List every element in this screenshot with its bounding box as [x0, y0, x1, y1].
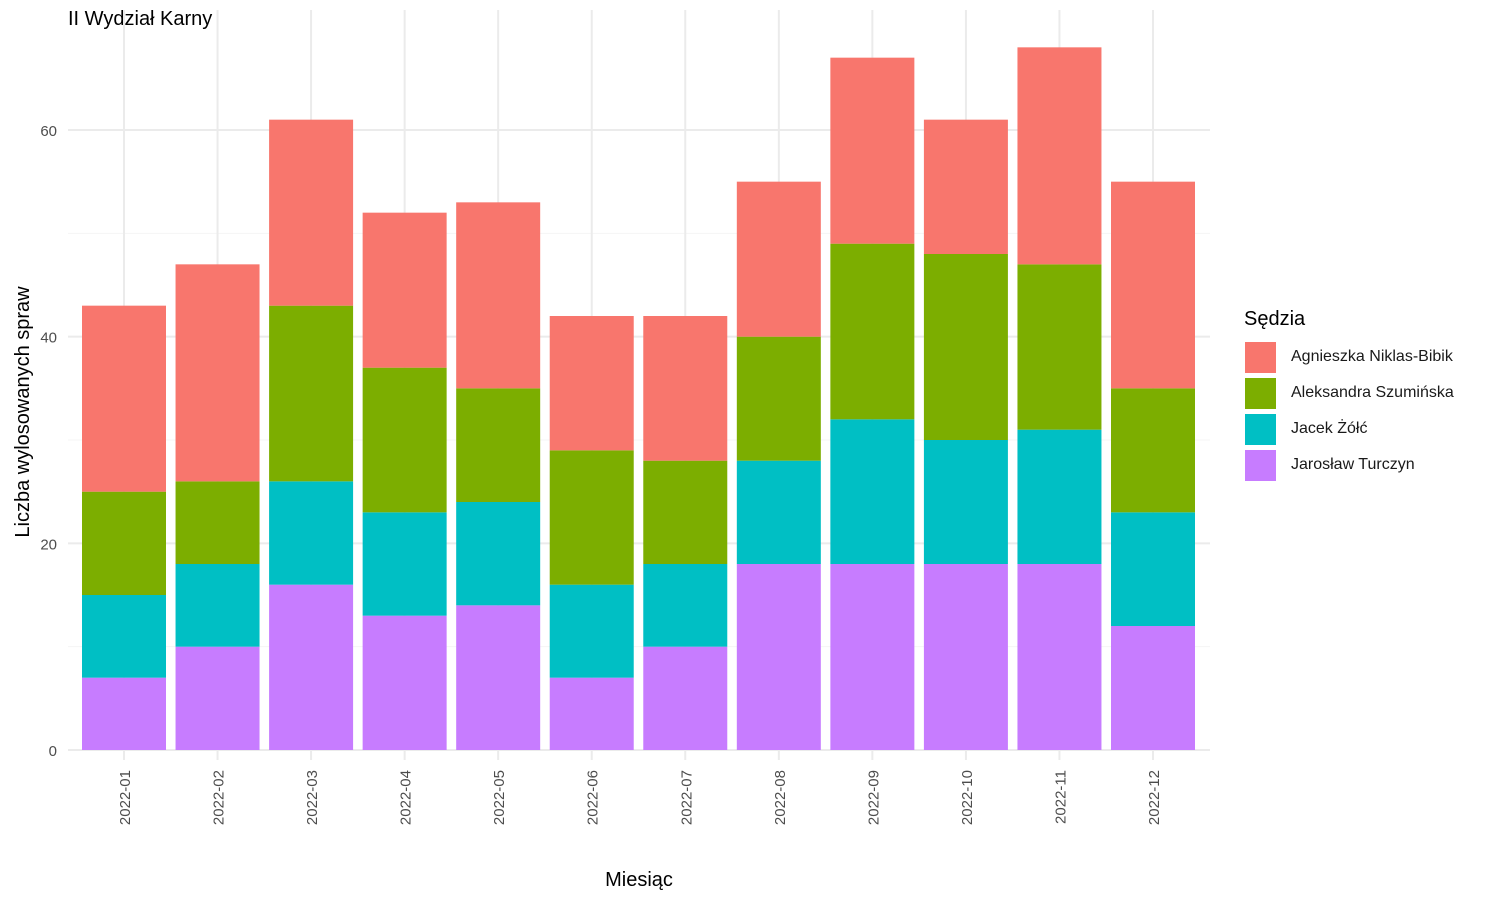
legend-item: Jarosław Turczyn: [1244, 447, 1454, 483]
x-tick-label: 2022-02: [211, 770, 228, 825]
legend-key-swatch: [1244, 376, 1277, 410]
bar-segment: [269, 584, 354, 750]
bar-segment: [82, 677, 166, 750]
legend-key-swatch: [1244, 340, 1277, 374]
bar-segment: [362, 367, 447, 513]
y-tick-label: 0: [49, 743, 57, 760]
x-tick-label: 2022-10: [959, 770, 976, 825]
bar-segment: [1111, 388, 1195, 513]
bar-segment: [1017, 564, 1102, 750]
bar-segment: [1017, 264, 1102, 430]
bar-segment: [362, 512, 447, 616]
bar-segment: [175, 264, 260, 482]
bar-segment: [1017, 47, 1102, 265]
y-tick-label: 60: [40, 123, 57, 140]
bar-segment: [362, 212, 447, 368]
bar-segment: [736, 564, 821, 750]
bar-segment: [82, 595, 166, 678]
bar-segment: [736, 460, 821, 564]
legend-label: Aleksandra Szumińska: [1291, 384, 1454, 401]
x-tick-label: 2022-12: [1146, 770, 1163, 825]
bar-segment: [923, 440, 1008, 564]
bar-segment: [175, 646, 260, 750]
bar-segment: [736, 181, 821, 337]
bar-segment: [362, 615, 447, 750]
chart-title: II Wydział Karny: [68, 8, 213, 30]
bar-segment: [736, 336, 821, 461]
legend-key-swatch: [1244, 412, 1277, 446]
bar-segment: [82, 305, 166, 492]
x-tick-label: 2022-01: [117, 770, 134, 825]
legend-label: Jacek Żółć: [1291, 420, 1368, 437]
bar-segment: [175, 564, 260, 647]
bar-segment: [456, 502, 541, 606]
bar-segment: [269, 481, 354, 585]
bar-segment: [456, 388, 541, 502]
bar-segment: [456, 605, 541, 750]
bar-segment: [549, 584, 634, 678]
bar-segment: [549, 316, 634, 451]
bar-segment: [643, 460, 728, 564]
legend-label: Jarosław Turczyn: [1291, 456, 1415, 473]
bar-segment: [269, 305, 354, 482]
bar-segment: [830, 564, 915, 750]
bar-segment: [830, 243, 915, 420]
legend-item: Jacek Żółć: [1244, 411, 1454, 447]
bar-segment: [643, 316, 728, 461]
y-axis-label: Liczba wylosowanych spraw: [12, 286, 34, 538]
bar-segment: [456, 202, 541, 389]
legend: Sędzia Agnieszka Niklas-Bibik Aleksandra …: [1244, 308, 1454, 483]
bar-segment: [643, 646, 728, 750]
x-tick-label: 2022-09: [865, 770, 882, 825]
x-tick-label: 2022-07: [678, 770, 695, 825]
bar-segment: [549, 450, 634, 585]
x-tick-label: 2022-03: [304, 770, 321, 825]
legend-title: Sędzia: [1244, 308, 1306, 330]
legend-items: Agnieszka Niklas-Bibik Aleksandra Szumińs…: [1244, 339, 1454, 483]
bars: [82, 47, 1195, 750]
x-tick-label: 2022-06: [585, 770, 602, 825]
x-tick-label: 2022-05: [491, 770, 508, 825]
bar-segment: [1111, 512, 1195, 626]
bar-segment: [830, 419, 915, 564]
bar-segment: [643, 564, 728, 647]
bar-segment: [1017, 429, 1102, 564]
bar-segment: [269, 119, 354, 306]
bar-segment: [830, 57, 915, 244]
legend-item: Aleksandra Szumińska: [1244, 375, 1454, 411]
bar-segment: [1111, 181, 1195, 389]
legend-key-swatch: [1244, 448, 1277, 482]
y-tick-label: 40: [40, 330, 57, 347]
x-tick-label: 2022-04: [398, 770, 415, 825]
bar-segment: [82, 491, 166, 595]
x-tick-label: 2022-08: [772, 770, 789, 825]
bar-segment: [549, 677, 634, 750]
legend-label: Agnieszka Niklas-Bibik: [1291, 348, 1453, 365]
axes: 0 20 40 60 2022-01 2022-02 2022-03 2022-04 2022-…: [40, 123, 1163, 825]
bar-segment: [1111, 626, 1195, 750]
bar-segment: [923, 254, 1008, 440]
x-axis-label: Miesiąc: [605, 869, 673, 891]
bar-segment: [175, 481, 260, 564]
x-tick-label: 2022-11: [1052, 770, 1069, 824]
y-tick-label: 20: [40, 536, 57, 553]
bar-segment: [923, 564, 1008, 750]
legend-item: Agnieszka Niklas-Bibik: [1244, 339, 1454, 375]
bar-segment: [923, 119, 1008, 255]
